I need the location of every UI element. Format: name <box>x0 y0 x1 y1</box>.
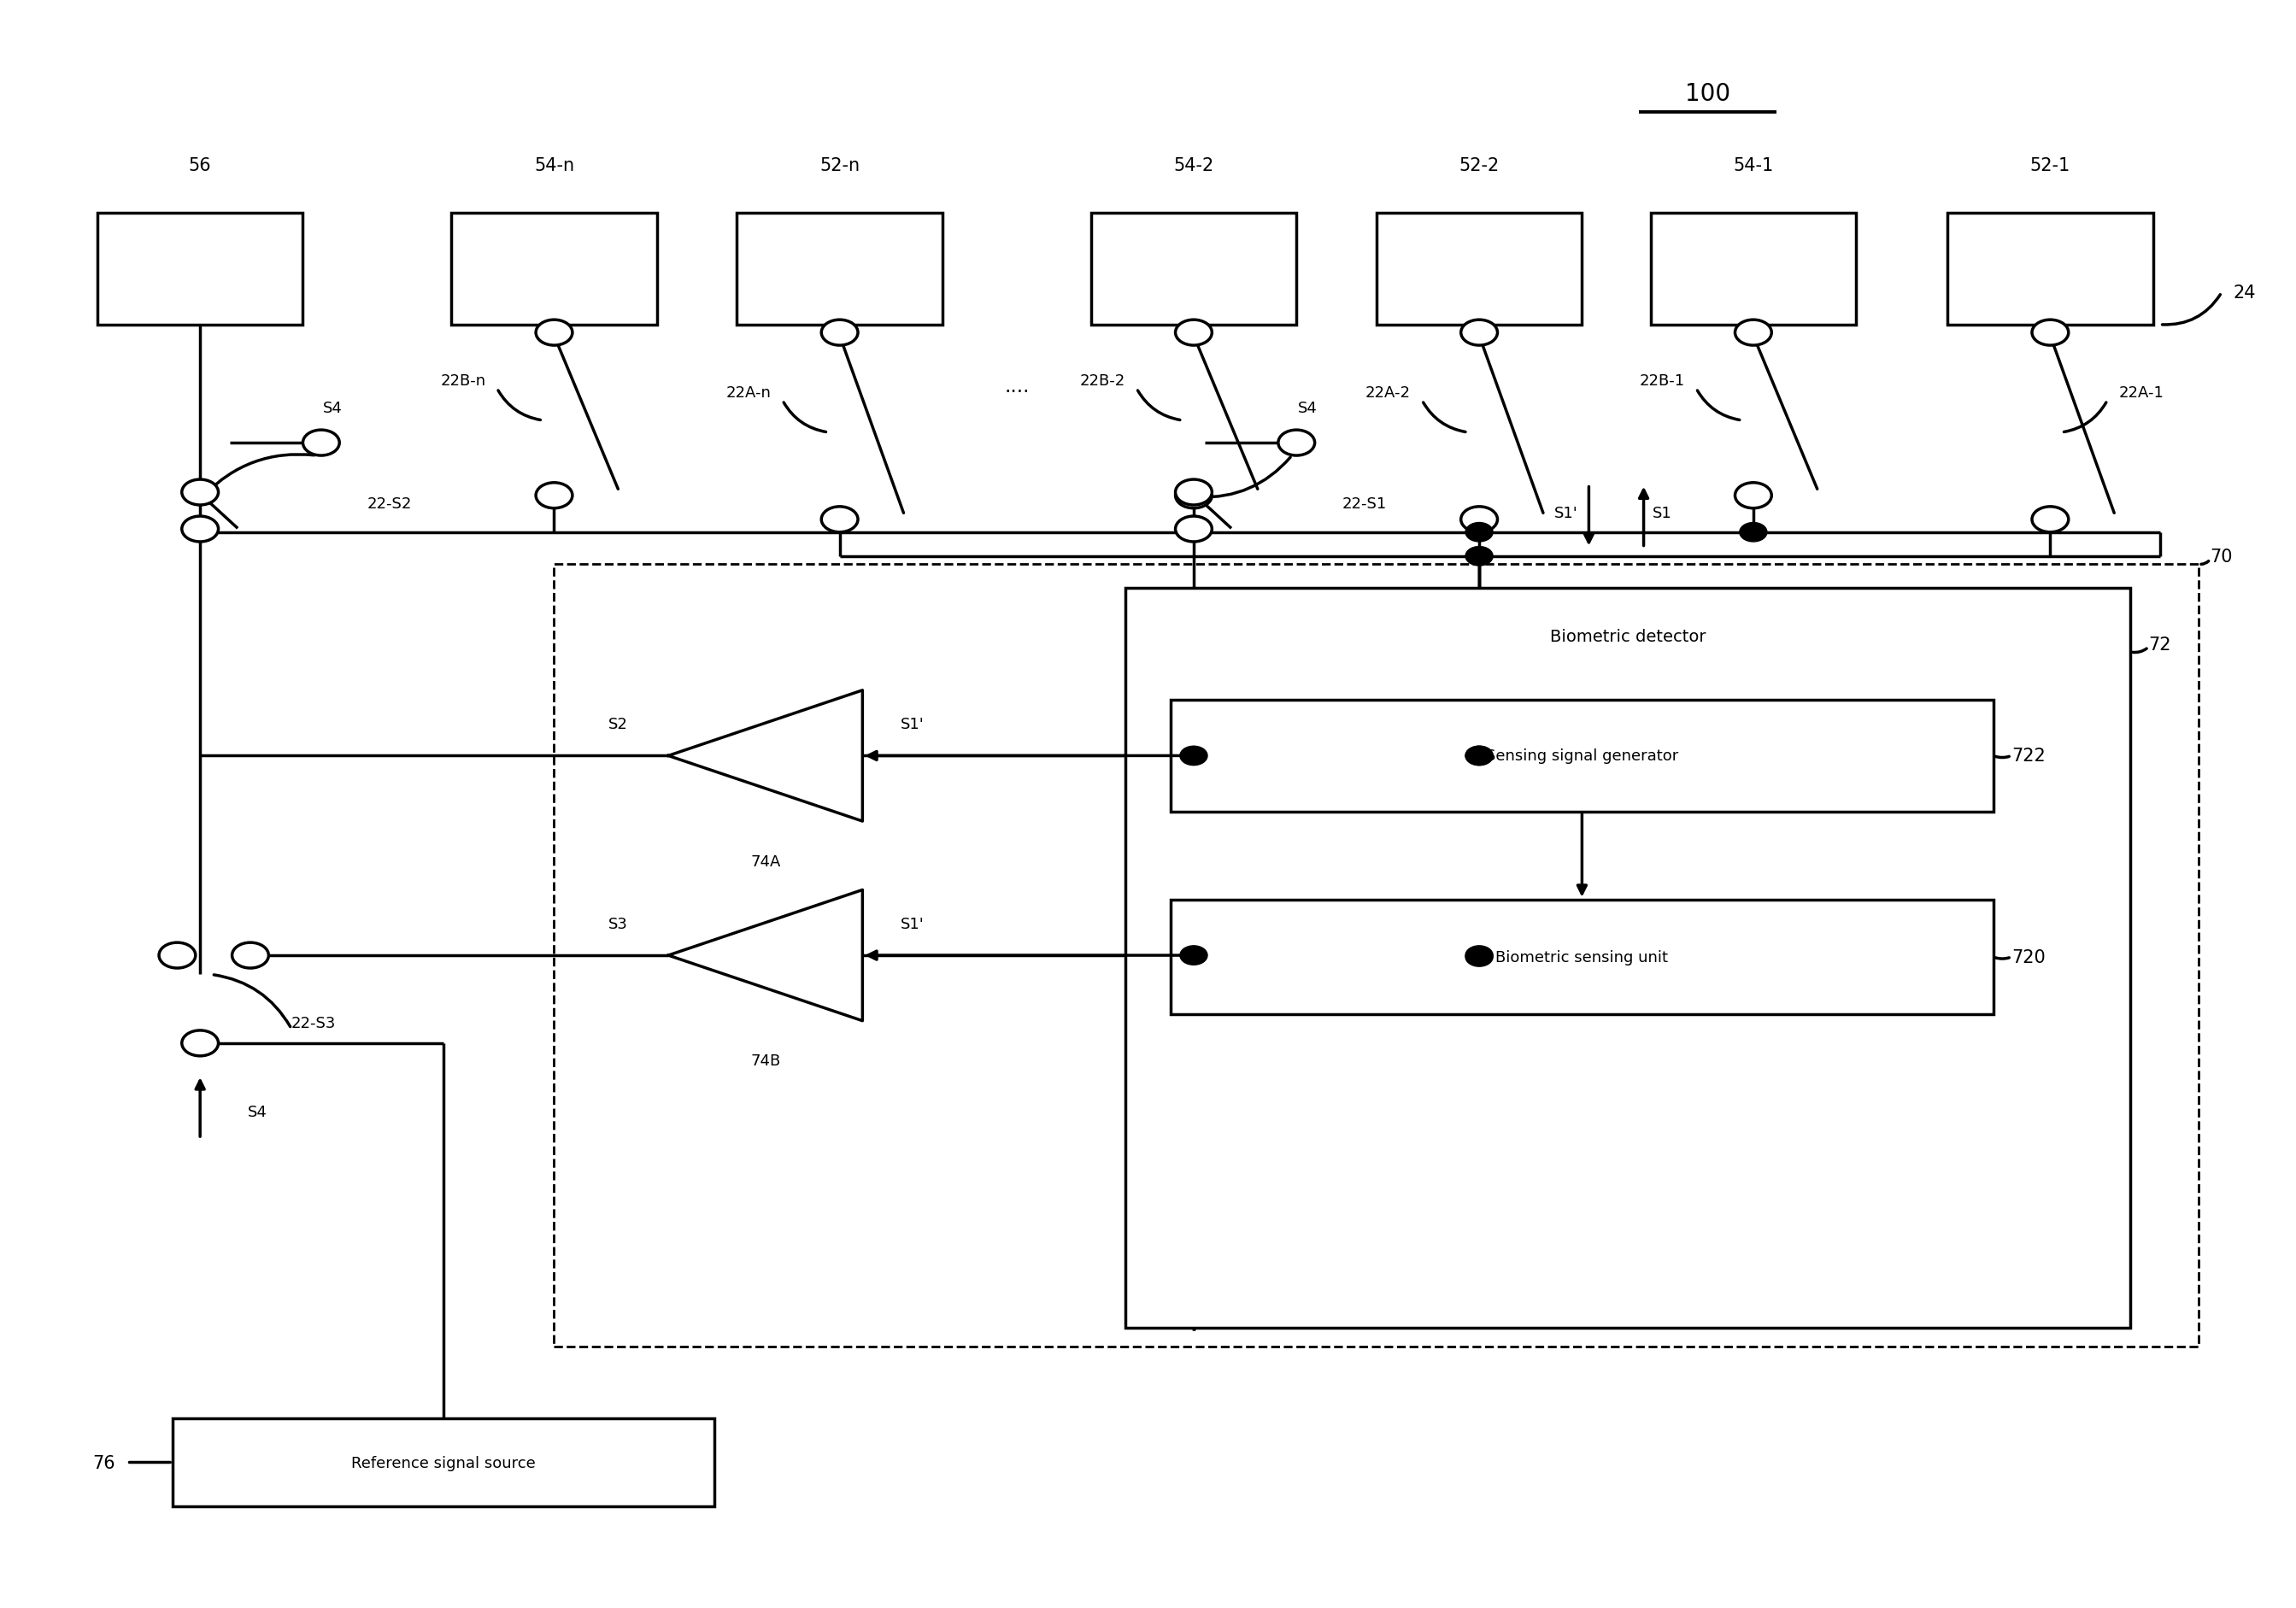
Circle shape <box>1736 320 1773 346</box>
Circle shape <box>1460 507 1497 532</box>
Text: 54-1: 54-1 <box>1733 158 1773 174</box>
Circle shape <box>1176 482 1212 508</box>
Text: 22-S3: 22-S3 <box>292 1015 335 1031</box>
Circle shape <box>1736 482 1773 508</box>
Text: 70: 70 <box>2211 548 2232 564</box>
Text: 54-n: 54-n <box>535 158 574 174</box>
Text: Biometric sensing unit: Biometric sensing unit <box>1495 950 1669 965</box>
Circle shape <box>1465 946 1492 965</box>
Text: Sensing signal generator: Sensing signal generator <box>1486 748 1678 764</box>
Bar <box>737 214 941 325</box>
Circle shape <box>181 479 218 505</box>
Circle shape <box>1176 516 1212 542</box>
Bar <box>452 214 657 325</box>
Text: S1': S1' <box>900 717 925 732</box>
Circle shape <box>1465 523 1492 542</box>
Text: S3: S3 <box>608 917 627 931</box>
Text: 22-S1: 22-S1 <box>1343 497 1387 511</box>
Circle shape <box>1465 947 1492 966</box>
Circle shape <box>1460 320 1497 346</box>
Circle shape <box>2032 507 2069 532</box>
Circle shape <box>2032 320 2069 346</box>
Text: ....: .... <box>1003 376 1029 396</box>
Text: 22B-2: 22B-2 <box>1079 373 1125 389</box>
Circle shape <box>181 516 218 542</box>
Text: 54-2: 54-2 <box>1173 158 1215 174</box>
Text: 52-n: 52-n <box>820 158 859 174</box>
Bar <box>1125 589 2131 1328</box>
Bar <box>96 214 303 325</box>
Text: S1': S1' <box>1554 507 1577 521</box>
Circle shape <box>1180 946 1208 965</box>
Circle shape <box>303 431 340 457</box>
Bar <box>1651 214 1855 325</box>
Text: S1': S1' <box>900 917 925 931</box>
Text: 76: 76 <box>92 1454 115 1471</box>
Text: 22A-n: 22A-n <box>726 386 771 400</box>
Circle shape <box>535 320 572 346</box>
Bar <box>1375 214 1582 325</box>
Circle shape <box>1465 746 1492 765</box>
Bar <box>1171 900 1993 1015</box>
Bar <box>553 564 2200 1346</box>
Text: 56: 56 <box>188 158 211 174</box>
Circle shape <box>1279 431 1316 457</box>
Circle shape <box>1176 320 1212 346</box>
Text: 74B: 74B <box>751 1053 781 1069</box>
Text: 22-S2: 22-S2 <box>367 497 411 511</box>
Bar <box>172 1418 714 1507</box>
Circle shape <box>822 320 859 346</box>
Text: 24: 24 <box>2234 285 2255 302</box>
Circle shape <box>232 942 269 968</box>
Text: 722: 722 <box>2011 748 2046 765</box>
Circle shape <box>1180 523 1208 542</box>
Circle shape <box>535 482 572 508</box>
Bar <box>1091 214 1297 325</box>
Text: 22A-1: 22A-1 <box>2119 386 2163 400</box>
Circle shape <box>158 942 195 968</box>
Text: Reference signal source: Reference signal source <box>351 1455 535 1470</box>
Text: S4: S4 <box>324 400 342 416</box>
Circle shape <box>181 1031 218 1056</box>
Circle shape <box>1176 479 1212 505</box>
Text: 74A: 74A <box>751 854 781 870</box>
Text: S1: S1 <box>1653 507 1671 521</box>
Text: 100: 100 <box>1685 82 1731 106</box>
Circle shape <box>186 523 214 542</box>
Circle shape <box>1465 547 1492 566</box>
Text: S2: S2 <box>608 717 627 732</box>
Circle shape <box>822 507 859 532</box>
Text: 22B-1: 22B-1 <box>1639 373 1685 389</box>
Circle shape <box>1180 523 1208 542</box>
Text: 22A-2: 22A-2 <box>1366 386 1410 400</box>
Circle shape <box>1180 523 1208 542</box>
Bar <box>1947 214 2154 325</box>
Bar <box>1171 699 1993 812</box>
Text: S4: S4 <box>1297 400 1318 416</box>
Circle shape <box>1740 523 1768 542</box>
Text: S4: S4 <box>248 1105 266 1119</box>
Text: 72: 72 <box>2149 635 2172 653</box>
Text: Biometric detector: Biometric detector <box>1550 629 1706 645</box>
Circle shape <box>1180 746 1208 765</box>
Text: 52-2: 52-2 <box>1458 158 1499 174</box>
Text: 52-1: 52-1 <box>2030 158 2071 174</box>
Text: 22B-n: 22B-n <box>441 373 484 389</box>
Text: 720: 720 <box>2011 949 2046 966</box>
Circle shape <box>1465 746 1492 765</box>
